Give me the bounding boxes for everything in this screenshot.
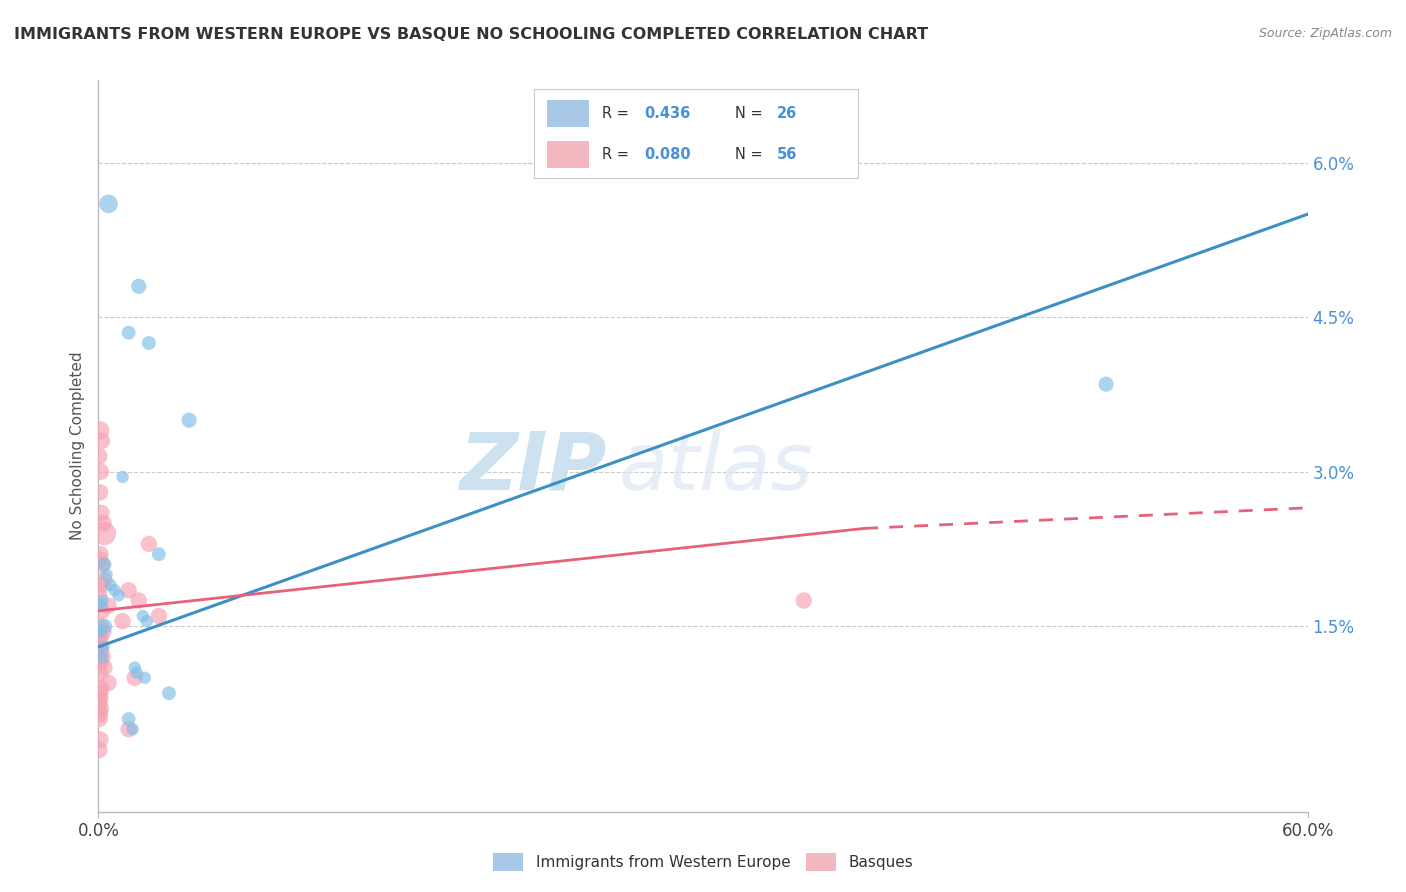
Point (89, 686, 111, 700)
Text: 26: 26 (776, 106, 797, 120)
Point (89, 743, 111, 757)
Point (93, 516, 115, 531)
Point (89, 450, 111, 464)
Text: 56: 56 (776, 147, 797, 161)
Point (90, 578, 112, 592)
Point (91, 604, 114, 618)
Point (118, 712, 141, 726)
Point (93, 526, 115, 541)
Point (138, 336, 160, 351)
Point (90, 599, 112, 613)
Text: 0.080: 0.080 (644, 147, 690, 161)
Point (89, 732, 111, 747)
Point (148, 547, 170, 561)
Text: atlas: atlas (619, 429, 813, 507)
Point (118, 326, 141, 340)
Point (89, 424, 111, 438)
Point (89, 547, 111, 561)
Y-axis label: No Schooling Completed: No Schooling Completed (70, 351, 86, 541)
Point (91, 434, 114, 448)
Point (128, 279, 150, 293)
Point (89, 697, 111, 711)
Point (157, 686, 180, 700)
Text: N =: N = (735, 147, 768, 161)
Point (89, 706, 111, 721)
FancyBboxPatch shape (547, 100, 589, 127)
Point (97, 599, 120, 613)
Point (1095, 377, 1118, 392)
Point (91, 558, 114, 572)
Point (97, 676, 120, 690)
Point (89, 624, 111, 639)
Point (103, 583, 125, 598)
Point (89, 485, 111, 500)
Point (134, 671, 156, 685)
Point (89, 552, 111, 566)
FancyBboxPatch shape (547, 141, 589, 168)
Point (111, 614, 134, 628)
Point (90, 702, 112, 716)
Point (93, 640, 115, 654)
Point (93, 660, 115, 674)
Point (89, 640, 111, 654)
Point (179, 413, 201, 427)
Point (148, 609, 170, 624)
Point (128, 593, 150, 607)
Text: R =: R = (602, 106, 634, 120)
Text: N =: N = (735, 106, 768, 120)
Text: R =: R = (602, 147, 634, 161)
Point (100, 578, 122, 592)
Text: 0.436: 0.436 (644, 106, 690, 120)
Text: IMMIGRANTS FROM WESTERN EUROPE VS BASQUE NO SCHOOLING COMPLETED CORRELATION CHAR: IMMIGRANTS FROM WESTERN EUROPE VS BASQUE… (14, 27, 928, 42)
Point (118, 583, 141, 598)
Text: Source: ZipAtlas.com: Source: ZipAtlas.com (1258, 27, 1392, 40)
Point (97, 197, 120, 211)
Point (90, 465, 112, 479)
Point (118, 723, 141, 737)
Point (90, 681, 112, 695)
Point (90, 645, 112, 659)
Point (135, 614, 157, 628)
Point (93, 573, 115, 587)
Point (91, 593, 114, 607)
Legend: Immigrants from Western Europe, Basques: Immigrants from Western Europe, Basques (486, 847, 920, 877)
Point (91, 650, 114, 665)
Point (121, 723, 143, 737)
Point (132, 609, 155, 624)
Point (89, 665, 111, 680)
Point (111, 470, 134, 484)
Point (89, 656, 111, 670)
Point (90, 506, 112, 520)
Point (793, 593, 815, 607)
Point (89, 619, 111, 633)
Point (91, 650, 114, 665)
Point (89, 588, 111, 602)
Point (124, 660, 146, 674)
Point (125, 665, 148, 680)
Point (90, 630, 112, 644)
Point (124, 671, 146, 685)
Point (89, 691, 111, 706)
Point (96, 567, 118, 582)
Point (107, 588, 129, 602)
Point (138, 537, 160, 551)
Point (93, 619, 115, 633)
Point (93, 624, 115, 639)
Point (89, 634, 111, 648)
Point (93, 558, 115, 572)
Text: ZIP: ZIP (458, 429, 606, 507)
Point (89, 712, 111, 726)
